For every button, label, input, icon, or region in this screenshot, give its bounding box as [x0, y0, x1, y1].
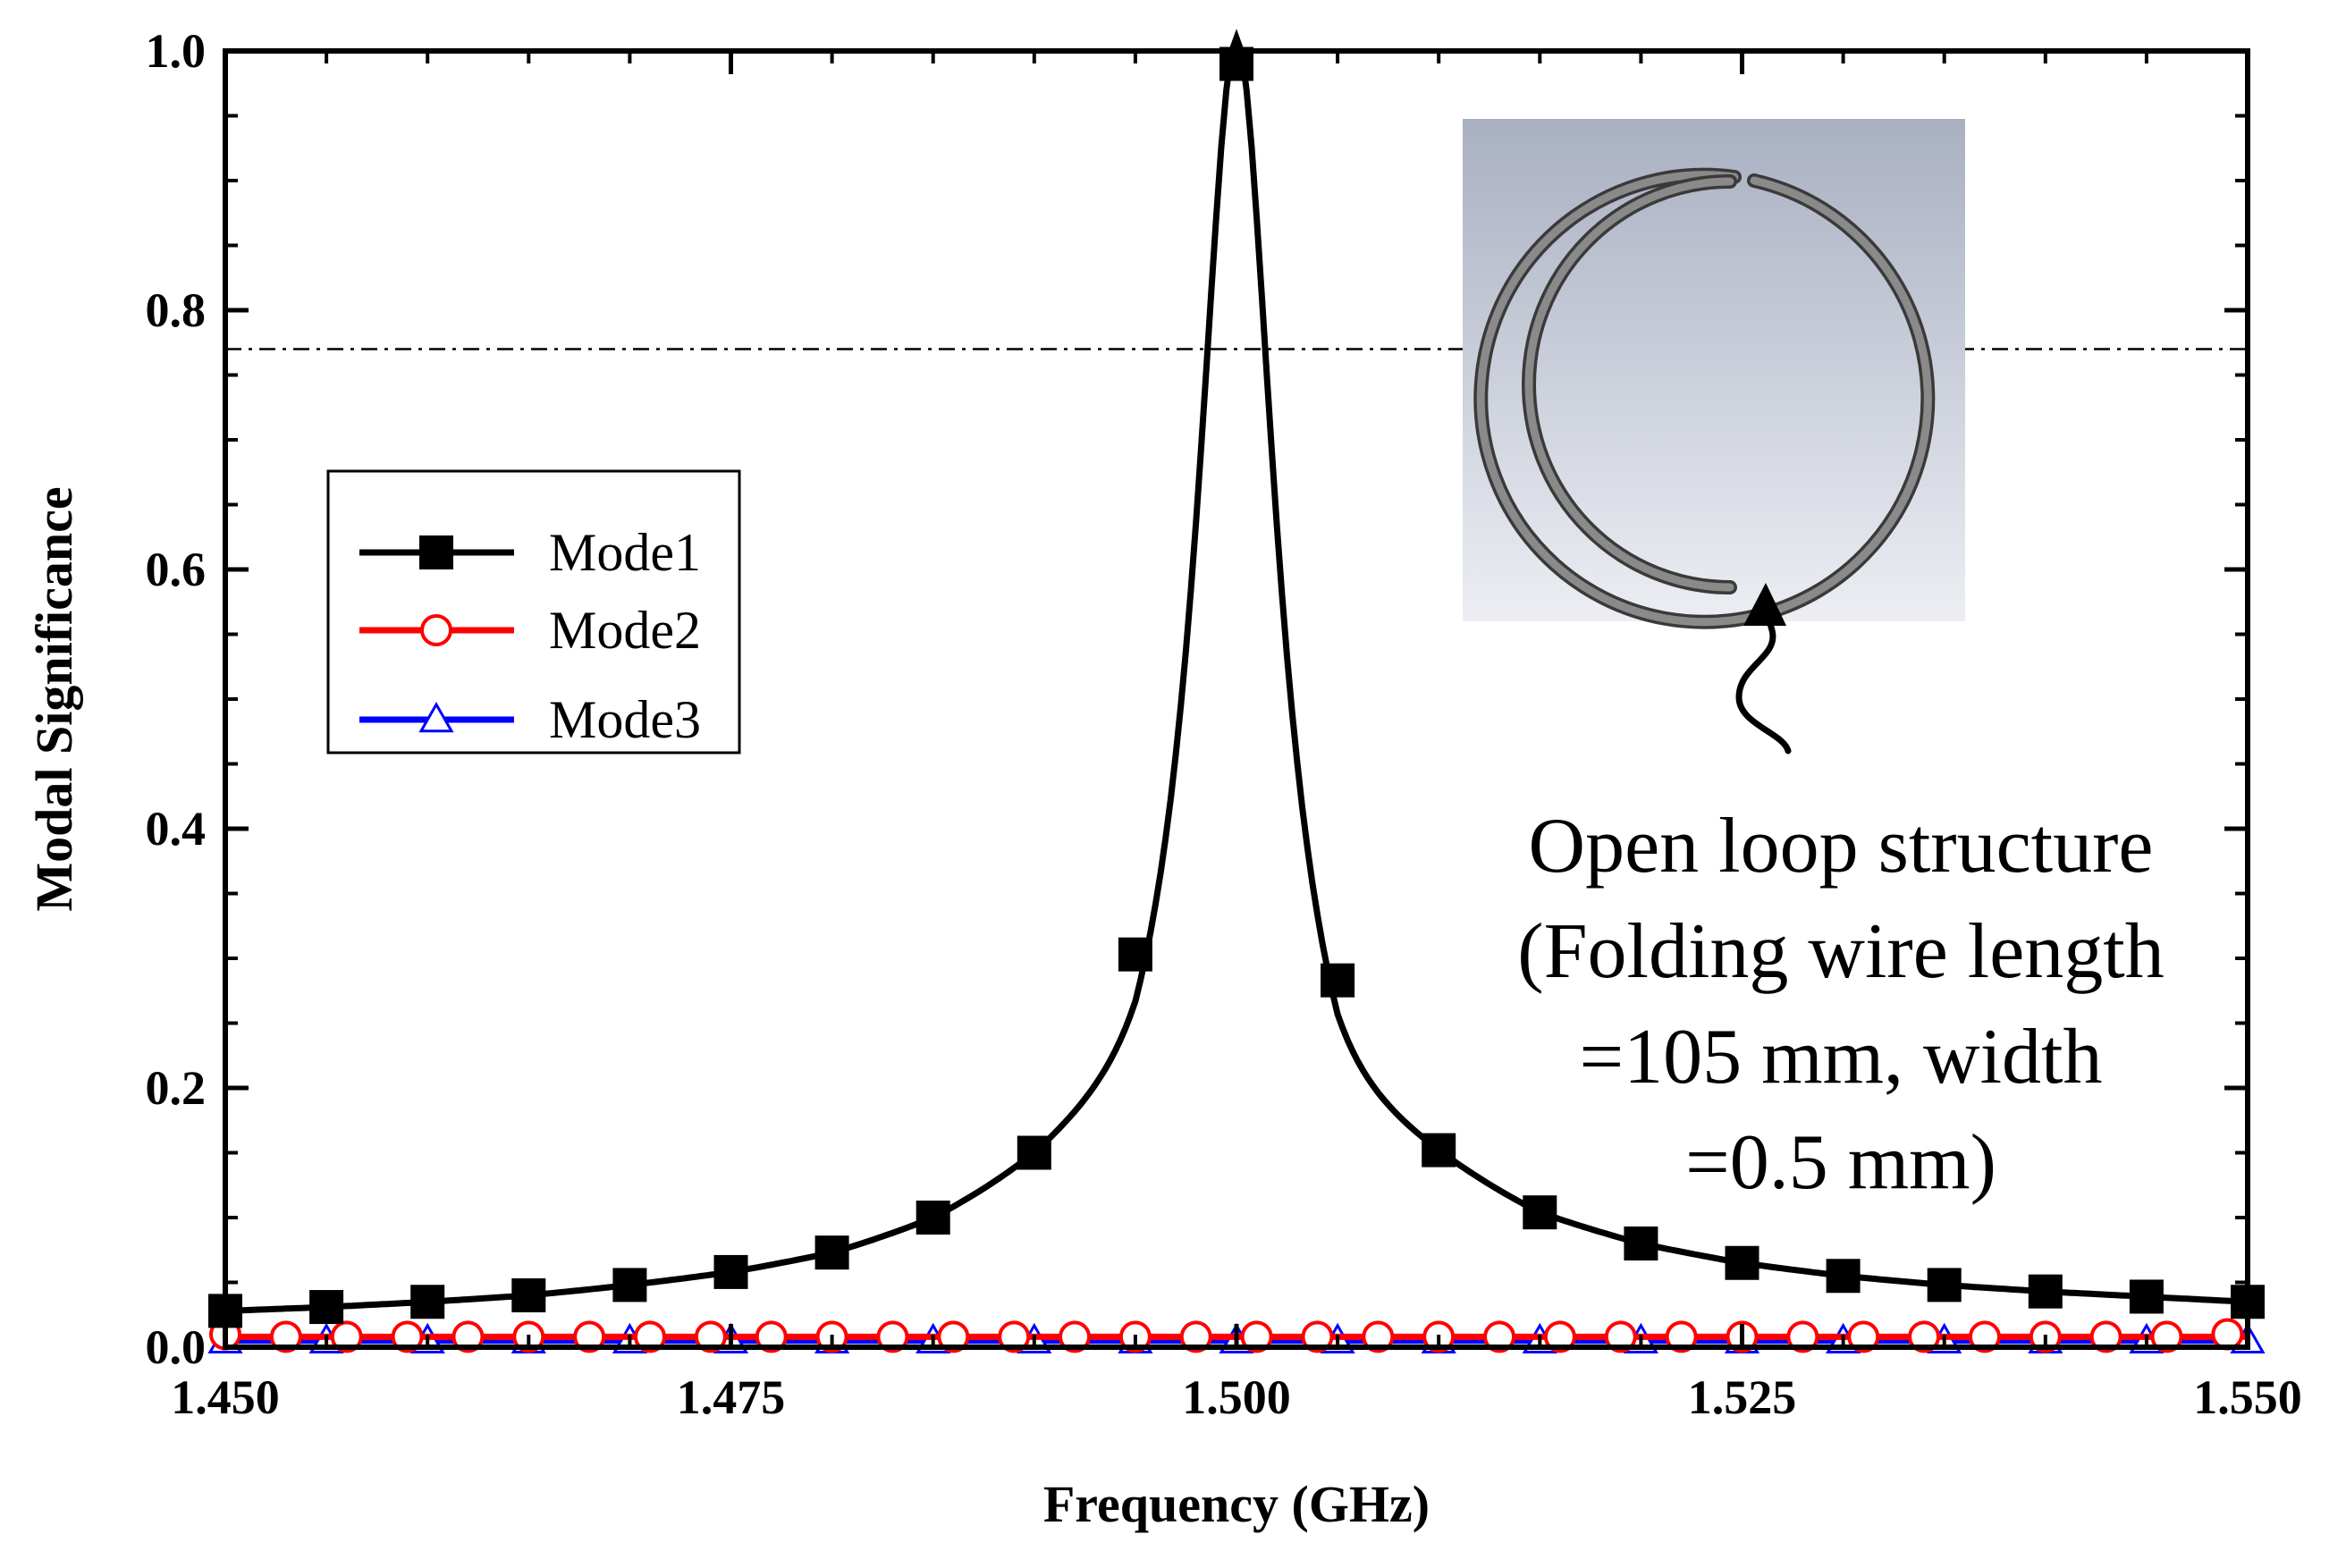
mode1-marker [1927, 1268, 1962, 1302]
mode2-marker [1908, 1320, 1941, 1353]
legend-label: Mode3 [549, 690, 701, 749]
legend-item-mode3: Mode3 [359, 690, 701, 749]
open-loop-structure-inset [1463, 119, 1965, 629]
y-tick-label: 0.6 [146, 543, 207, 596]
legend-swatch-marker [419, 535, 453, 569]
mode2-marker [694, 1320, 727, 1353]
y-tick-label: 0.2 [146, 1061, 207, 1115]
mode2-marker [573, 1320, 606, 1353]
mode1-line [224, 29, 2249, 1314]
mode2-marker [1847, 1320, 1880, 1353]
y-tick-label: 1.0 [146, 24, 207, 78]
mode2-marker [1240, 1320, 1273, 1353]
mode1-marker [1725, 1245, 1760, 1280]
mode2-marker [269, 1320, 302, 1353]
y-tick-label: 0.0 [146, 1320, 207, 1374]
open-loop-wire-drawing [1473, 167, 1936, 629]
mode1-marker [713, 1254, 748, 1289]
mode1-marker [1118, 937, 1152, 972]
mode1-marker [1523, 1195, 1557, 1230]
axis-ticks: 1.450 1.475 1.500 1.525 1.550 0.0 0.2 0.4 0.6 0.8… [146, 24, 2302, 1424]
mode2-marker [998, 1320, 1031, 1353]
mode1-marker [916, 1201, 950, 1235]
mode2-marker [1665, 1320, 1698, 1353]
x-axis-title: Frequency (GHz) [1043, 1475, 1430, 1533]
x-tick-label: 1.475 [677, 1370, 786, 1424]
legend: Mode1 Mode2 Mode3 [326, 469, 741, 754]
mode2-marker [1301, 1320, 1334, 1353]
legend-swatch-marker [418, 701, 454, 733]
mode1-marker [814, 1235, 849, 1270]
annotation-line-1: Open loop structure [1529, 803, 2154, 889]
mode2-marker [451, 1320, 485, 1353]
y-tick-label: 0.8 [146, 283, 207, 337]
mode1-marker [1624, 1227, 1658, 1260]
mode1-marker [1826, 1259, 1861, 1294]
legend-box [326, 469, 741, 754]
mode2-marker [1543, 1320, 1576, 1353]
mode2-marker [755, 1320, 788, 1353]
x-tick-label: 1.500 [1182, 1370, 1291, 1424]
series-mode1 [208, 29, 2265, 1328]
mode2-marker [937, 1320, 970, 1353]
x-tick-label: 1.525 [1688, 1370, 1797, 1424]
mode2-marker [1786, 1320, 1819, 1353]
mode2-marker [1483, 1320, 1516, 1353]
mode2-marker [2150, 1320, 2183, 1353]
mode2-marker [1179, 1320, 1212, 1353]
mode2-marker [876, 1320, 909, 1353]
mode2-marker [634, 1320, 667, 1353]
legend-label: Mode2 [549, 601, 701, 660]
mode1-marker [511, 1278, 546, 1312]
x-tick-label: 1.550 [2193, 1370, 2302, 1424]
mode2-marker [391, 1320, 424, 1353]
y-tick-label: 0.4 [146, 802, 207, 856]
annotation-arrow [1735, 583, 1792, 754]
mode2-marker [1604, 1320, 1637, 1353]
y-axis-title: Modal Significance [25, 486, 83, 911]
mode1-marker [1422, 1133, 1456, 1168]
mode2-marker [1362, 1320, 1395, 1353]
mode1-marker [1017, 1135, 1051, 1170]
legend-swatch-marker [420, 614, 452, 646]
mode1-marker [612, 1268, 647, 1302]
mode1-marker [410, 1285, 445, 1319]
mode2-marker [1059, 1320, 1092, 1353]
mode1-marker [1321, 963, 1355, 998]
x-tick-label: 1.450 [171, 1370, 280, 1424]
annotation-line-3: =105 mm, width [1580, 1014, 2103, 1100]
mode2-marker [2211, 1318, 2244, 1351]
legend-item-mode2: Mode2 [359, 601, 701, 660]
mode2-marker [1968, 1320, 2001, 1353]
annotation-line-2: (Folding wire length [1517, 908, 2164, 995]
mode2-marker [2089, 1320, 2122, 1353]
annotation-text: Open loop structure (Folding wire length… [1517, 803, 2164, 1206]
annotation-line-4: =0.5 mm) [1685, 1119, 1996, 1206]
legend-label: Mode1 [549, 523, 701, 582]
legend-item-mode1: Mode1 [359, 523, 701, 582]
mode1-marker [309, 1290, 344, 1325]
mode2-marker [330, 1320, 363, 1353]
mode1-marker [2129, 1279, 2164, 1314]
mode1-marker [2028, 1274, 2063, 1309]
